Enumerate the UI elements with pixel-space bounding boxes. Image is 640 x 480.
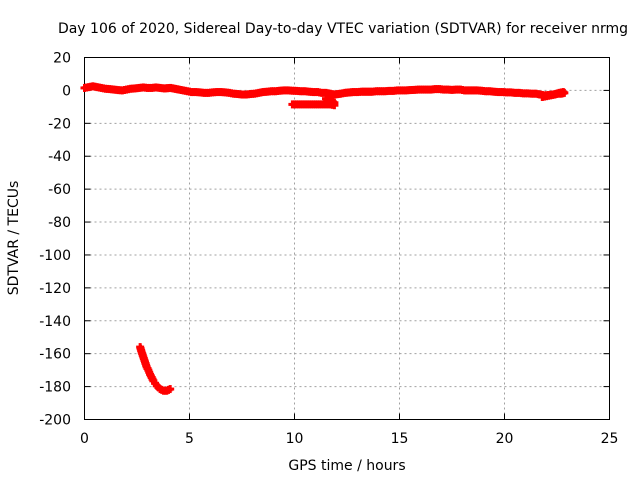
x-tick-label: 20: [496, 431, 514, 447]
x-tick-label: 0: [80, 431, 89, 447]
y-tick-label: 20: [53, 51, 71, 67]
data-point: [154, 383, 163, 392]
y-tick-label: -180: [39, 380, 71, 396]
y-tick-label: -80: [48, 215, 71, 231]
y-tick-label: 0: [62, 83, 71, 99]
y-tick-label: -20: [48, 116, 71, 132]
data-point: [151, 379, 160, 388]
data-point: [330, 98, 339, 107]
x-tick-label: 10: [286, 431, 304, 447]
x-axis-label: GPS time / hours: [288, 458, 405, 474]
grid-lines: [84, 57, 610, 420]
y-tick-label: -60: [48, 182, 71, 198]
data-point: [152, 381, 161, 390]
chart-title: Day 106 of 2020, Sidereal Day-to-day VTE…: [58, 21, 628, 37]
y-tick-label: -160: [39, 347, 71, 363]
data-point: [559, 88, 568, 97]
axis-ticks: [84, 57, 610, 420]
series-tail-cluster: [538, 88, 568, 101]
y-tick-labels: 20 0 -20 -40 -60 -80 -100 -120 -140 -160 -180 -200: [39, 51, 71, 429]
plot-frame: [84, 57, 610, 420]
series-low-trace: [136, 343, 175, 395]
data-series: [80, 82, 569, 395]
x-tick-label: 25: [601, 431, 619, 447]
data-point: [149, 376, 158, 385]
y-tick-label: -40: [48, 149, 71, 165]
series-offset-segment: [288, 94, 339, 110]
series-main-trace: [80, 82, 569, 100]
y-tick-label: -120: [39, 281, 71, 297]
y-tick-label: -100: [39, 248, 71, 264]
x-tick-label: 5: [185, 431, 194, 447]
y-tick-label: -200: [39, 413, 71, 429]
y-tick-label: -140: [39, 314, 71, 330]
data-point: [166, 385, 175, 394]
y-axis-label: SDTVAR / TECUs: [6, 181, 22, 296]
x-tick-label: 15: [391, 431, 409, 447]
x-tick-labels: 0 5 10 15 20 25: [80, 431, 618, 447]
